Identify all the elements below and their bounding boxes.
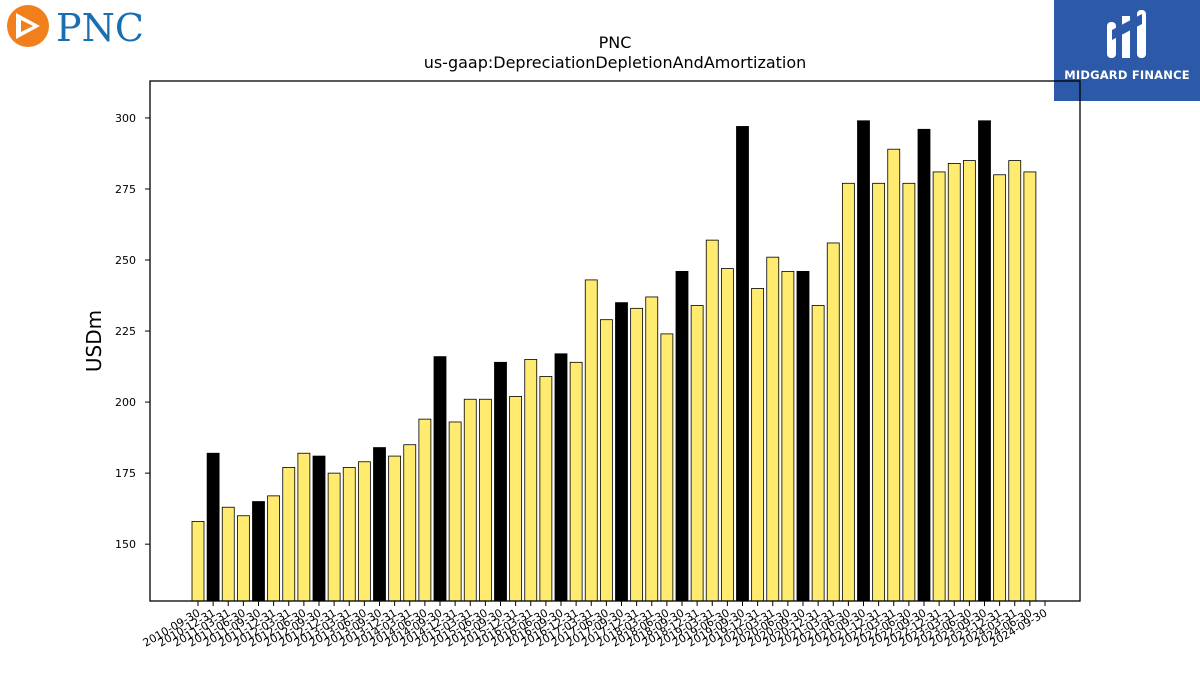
bar-2022-03-31 — [887, 148, 901, 602]
bar-2022-06-30 — [902, 182, 916, 602]
bar-2023-12-31 — [993, 174, 1007, 602]
bar-2024-06-30 — [1023, 171, 1037, 602]
bar-2015-06-30 — [478, 398, 492, 602]
bar-2014-03-31 — [403, 444, 417, 602]
bar-2018-12-31 — [690, 305, 704, 602]
bar-2018-06-30 — [660, 333, 674, 602]
bar-2016-06-30 — [539, 376, 553, 602]
chart-subtitle: us-gaap:DepreciationDepletionAndAmortiza… — [424, 53, 807, 72]
bar-2017-06-30 — [599, 319, 613, 602]
bar-2022-12-31 — [932, 171, 946, 602]
bar-2023-09-30 — [978, 120, 991, 602]
bar-2019-06-30 — [720, 268, 734, 602]
midgard-m-icon — [1107, 10, 1146, 58]
y-tick-label: 250 — [115, 254, 136, 267]
bar-2024-03-31 — [1008, 160, 1022, 602]
bar-2018-03-31 — [645, 296, 659, 602]
y-tick-label: 225 — [115, 325, 136, 338]
bar-2023-03-31 — [947, 162, 961, 602]
bar-2021-09-30 — [857, 120, 870, 602]
bar-2013-12-31 — [388, 455, 402, 602]
bar-2019-03-31 — [705, 239, 719, 602]
bar-2014-12-31 — [448, 421, 462, 602]
plot-frame — [149, 80, 1081, 602]
bar-2019-09-30 — [736, 126, 749, 602]
pnc-logo: PNC — [6, 4, 156, 50]
bar-2011-12-31 — [267, 495, 281, 602]
bar-2012-12-31 — [327, 472, 341, 602]
x-axis: 2010-09-302010-12-312011-03-312011-06-30… — [141, 601, 1050, 650]
bar-2014-09-30 — [433, 356, 447, 602]
bar-2021-12-31 — [872, 182, 886, 602]
bar-2016-09-30 — [554, 353, 568, 602]
bar-2015-12-31 — [509, 396, 523, 602]
bar-2019-12-31 — [751, 288, 765, 602]
bar-2011-03-31 — [221, 506, 235, 602]
bar-2020-03-31 — [766, 256, 780, 602]
bar-2010-12-31 — [206, 452, 220, 602]
bar-2020-09-30 — [796, 270, 810, 602]
bar-2018-09-30 — [675, 270, 689, 602]
bar-2015-03-31 — [463, 398, 477, 602]
bar-2022-09-30 — [917, 128, 931, 602]
y-tick-label: 175 — [115, 467, 136, 480]
pnc-wordmark: PNC — [56, 6, 144, 50]
midgard-finance-logo: MIDGARD FINANCE — [1054, 0, 1200, 101]
bar-2017-09-30 — [615, 302, 628, 602]
y-axis-label: USDm — [82, 310, 106, 372]
bar-2017-03-31 — [584, 279, 598, 602]
midgard-finance-wordmark: MIDGARD FINANCE — [1064, 68, 1190, 82]
chart-title: PNC — [599, 33, 632, 52]
bar-2013-06-30 — [357, 461, 371, 602]
bar-2016-12-31 — [569, 361, 583, 602]
bar-2014-06-30 — [418, 418, 432, 602]
bar-2021-06-30 — [841, 182, 855, 602]
bar-2015-09-30 — [494, 361, 507, 602]
y-tick-label: 300 — [115, 112, 136, 125]
y-tick-label: 275 — [115, 183, 136, 196]
bar-2012-09-30 — [312, 455, 326, 602]
bar-2011-06-30 — [236, 515, 250, 602]
bar-2020-06-30 — [781, 270, 795, 602]
bar-2023-06-30 — [962, 160, 976, 602]
bar-2013-03-31 — [342, 467, 356, 602]
bar-2012-06-30 — [297, 452, 311, 602]
bar-2011-09-30 — [252, 501, 265, 602]
bar-2010-09-30 — [191, 521, 205, 602]
pnc-triangle-icon — [7, 5, 49, 47]
bar-2020-12-31 — [811, 305, 825, 602]
y-tick-label: 200 — [115, 396, 136, 409]
bar-2013-09-30 — [373, 447, 386, 602]
bar-2021-03-31 — [826, 242, 840, 602]
bar-2016-03-31 — [524, 359, 538, 602]
y-tick-label: 150 — [115, 538, 136, 551]
bar-2012-03-31 — [282, 467, 296, 602]
y-axis: 150 175 200 225 250 275 300 — [115, 112, 150, 551]
bar-2017-12-31 — [630, 307, 644, 602]
bars-group — [191, 120, 1037, 602]
